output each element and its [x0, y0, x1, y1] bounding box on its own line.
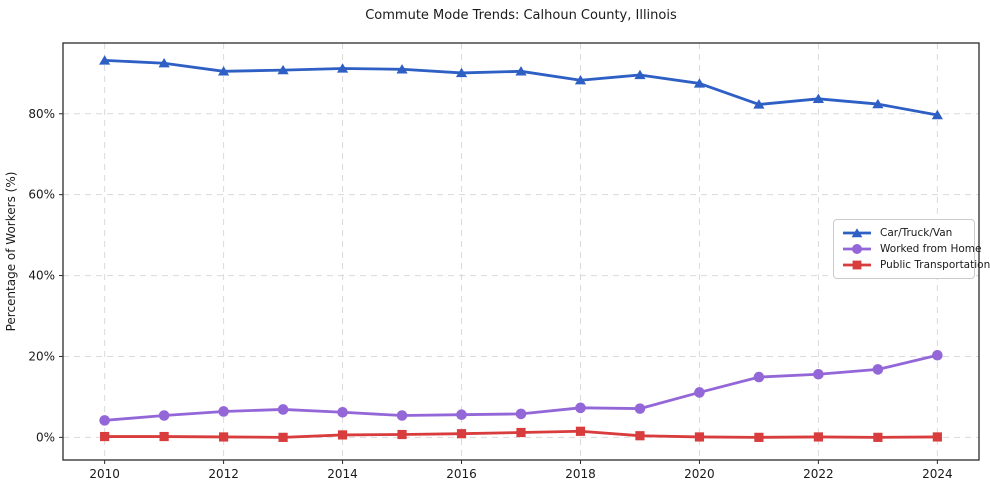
y-tick-label: 0% — [36, 430, 55, 444]
square-marker-icon — [843, 260, 871, 270]
data-point-worked-from-home — [813, 368, 824, 380]
data-point-public-transportation — [397, 429, 407, 440]
data-point-worked-from-home — [396, 410, 408, 421]
x-tick-label: 2020 — [684, 467, 715, 481]
y-tick-label: 40% — [28, 269, 55, 283]
data-point-worked-from-home — [694, 387, 705, 398]
data-point-car-truck-van — [396, 64, 408, 74]
legend-label: Worked from Home — [880, 243, 982, 255]
data-point-worked-from-home — [99, 415, 110, 426]
data-point-public-transportation — [456, 429, 467, 439]
data-point-public-transportation — [635, 431, 645, 441]
data-point-public-transportation — [813, 432, 824, 442]
data-point-public-transportation — [932, 432, 942, 442]
data-point-worked-from-home — [634, 403, 646, 414]
y-tick-label: 20% — [28, 349, 55, 363]
circle-marker-icon — [843, 244, 871, 254]
data-point-car-truck-van — [277, 64, 289, 75]
data-point-car-truck-van — [753, 99, 765, 109]
data-point-public-transportation — [694, 432, 705, 442]
data-point-car-truck-van — [812, 93, 825, 104]
legend-item-worked-from-home: Worked from Home — [842, 241, 981, 257]
legend-label: Car/Truck/Van — [880, 227, 953, 239]
y-axis-label: Percentage of Workers (%) — [4, 172, 18, 332]
data-point-public-transportation — [516, 427, 526, 438]
data-point-public-transportation — [754, 432, 764, 442]
data-point-worked-from-home — [456, 409, 467, 421]
plot-background — [63, 43, 979, 460]
data-point-public-transportation — [337, 430, 348, 440]
legend-item-public-transportation: Public Transportation — [842, 257, 990, 273]
x-tick-label: 2016 — [446, 467, 477, 481]
data-point-car-truck-van — [634, 69, 646, 80]
data-point-car-truck-van — [217, 66, 230, 76]
data-point-worked-from-home — [872, 364, 884, 375]
x-tick-label: 2014 — [327, 467, 358, 481]
data-point-car-truck-van — [515, 66, 527, 76]
legend-label: Public Transportation — [880, 259, 990, 271]
data-point-car-truck-van — [158, 58, 170, 68]
data-point-public-transportation — [218, 432, 229, 442]
data-point-car-truck-van — [99, 55, 111, 65]
data-point-worked-from-home — [753, 371, 765, 383]
data-point-worked-from-home — [158, 410, 170, 421]
data-point-public-transportation — [278, 432, 288, 442]
x-tick-label: 2012 — [208, 467, 239, 481]
x-tick-label: 2024 — [922, 467, 953, 481]
data-point-worked-from-home — [515, 408, 527, 420]
x-tick-label: 2010 — [89, 467, 120, 481]
data-point-public-transportation — [159, 431, 169, 442]
data-point-car-truck-van — [574, 75, 587, 85]
x-tick-label: 2018 — [565, 467, 596, 481]
data-point-car-truck-van — [336, 63, 349, 73]
data-point-worked-from-home — [277, 404, 289, 415]
y-tick-label: 80% — [28, 107, 55, 121]
data-point-car-truck-van — [931, 109, 943, 120]
x-tick-label: 2022 — [803, 467, 834, 481]
data-point-worked-from-home — [932, 349, 943, 361]
triangle-marker-icon — [843, 228, 871, 238]
data-point-worked-from-home — [218, 406, 229, 417]
data-point-worked-from-home — [575, 402, 586, 414]
legend: Car/Truck/Van Worked from Home Public Tran… — [833, 219, 990, 279]
y-tick-label: 60% — [28, 188, 55, 202]
data-point-car-truck-van — [693, 78, 706, 88]
chart-title: Commute Mode Trends: Calhoun County, Ill… — [365, 8, 677, 23]
data-point-worked-from-home — [337, 406, 348, 418]
data-point-car-truck-van — [872, 98, 884, 109]
data-point-car-truck-van — [455, 67, 468, 78]
data-point-public-transportation — [100, 431, 110, 442]
data-point-public-transportation — [575, 426, 586, 436]
data-point-public-transportation — [873, 432, 883, 442]
axes-frame — [62, 42, 980, 461]
legend-item-car-truck-van: Car/Truck/Van — [842, 225, 966, 241]
